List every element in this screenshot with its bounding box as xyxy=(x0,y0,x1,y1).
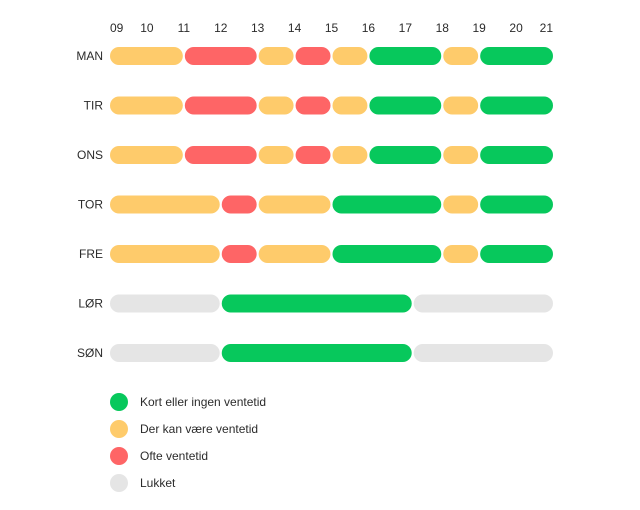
time-segment-maybe xyxy=(443,195,479,214)
hour-tick-label: 10 xyxy=(140,21,154,35)
time-segment-maybe xyxy=(258,47,294,65)
hour-tick-label: 19 xyxy=(472,21,486,35)
legend-swatch xyxy=(110,419,128,438)
hour-tick-label: 12 xyxy=(214,21,228,35)
day-rows: MAN TIR ONS TOR FRE LØR SØN xyxy=(76,47,553,362)
time-segment-short xyxy=(332,245,442,263)
time-segment-often xyxy=(295,146,331,164)
time-segment-short xyxy=(480,47,553,65)
legend-item-closed: Lukket xyxy=(110,469,266,496)
time-segment-maybe xyxy=(443,146,479,164)
hour-tick-label: 14 xyxy=(288,21,302,35)
hour-tick-label: 09 xyxy=(110,21,124,35)
time-segment-short xyxy=(369,47,442,65)
legend-label: Lukket xyxy=(140,475,176,490)
time-segment-maybe xyxy=(443,47,479,65)
time-segment-short xyxy=(332,195,442,214)
hour-tick-label: 16 xyxy=(362,21,376,35)
day-label: TOR xyxy=(78,198,103,212)
day-label: LØR xyxy=(78,297,103,311)
time-segment-maybe xyxy=(110,245,220,263)
day-row: ONS xyxy=(77,146,553,164)
time-segment-maybe xyxy=(443,96,479,115)
day-row: SØN xyxy=(77,344,553,362)
day-label: TIR xyxy=(84,99,104,113)
time-segment-maybe xyxy=(332,47,368,65)
time-segment-short xyxy=(369,146,442,164)
time-segment-often xyxy=(295,47,331,65)
time-segment-short xyxy=(221,294,412,313)
legend-label: Der kan være ventetid xyxy=(140,421,259,436)
time-segment-maybe xyxy=(258,245,331,263)
day-row: FRE xyxy=(79,245,553,263)
hour-tick-label: 21 xyxy=(540,21,554,35)
time-segment-often xyxy=(184,146,257,164)
hour-tick-label: 15 xyxy=(325,21,339,35)
time-segment-maybe xyxy=(258,195,331,214)
day-row: TIR xyxy=(84,96,553,115)
time-segment-maybe xyxy=(110,96,183,115)
waiting-time-chart: 09 10 11 12 13 14 15 16 17 18 19 20 21 MAN TIR ONS TOR F… xyxy=(76,21,553,362)
day-row: TOR xyxy=(78,195,553,214)
time-segment-short xyxy=(480,195,553,214)
time-segment-short xyxy=(221,344,412,362)
legend-item-short: Kort eller ingen ventetid xyxy=(110,388,266,415)
time-segment-short xyxy=(369,96,442,115)
time-segment-maybe xyxy=(443,245,479,263)
day-label: SØN xyxy=(77,346,103,360)
hour-tick-label: 18 xyxy=(436,21,450,35)
time-segment-closed xyxy=(413,344,553,362)
day-label: FRE xyxy=(79,247,103,261)
legend-label: Kort eller ingen ventetid xyxy=(140,394,267,409)
time-segment-maybe xyxy=(110,47,183,65)
hour-tick-label: 13 xyxy=(251,21,265,35)
hour-axis: 09 10 11 12 13 14 15 16 17 18 19 20 21 xyxy=(110,21,553,35)
time-segment-often xyxy=(184,96,257,115)
legend-label: Ofte ventetid xyxy=(140,448,209,463)
legend-item-often: Ofte ventetid xyxy=(110,442,266,469)
time-segment-maybe xyxy=(332,96,368,115)
day-row: MAN xyxy=(76,47,553,65)
time-segment-often xyxy=(221,245,257,263)
time-segment-short xyxy=(480,96,553,115)
legend-swatch xyxy=(110,392,128,411)
legend-swatch xyxy=(110,473,128,492)
legend: Kort eller ingen ventetid Der kan være ve… xyxy=(110,388,266,496)
time-segment-short xyxy=(480,146,553,164)
day-label: ONS xyxy=(77,148,103,162)
day-label: MAN xyxy=(76,49,103,63)
time-segment-maybe xyxy=(110,146,183,164)
time-segment-often xyxy=(295,96,331,115)
hour-tick-label: 17 xyxy=(399,21,413,35)
time-segment-maybe xyxy=(332,146,368,164)
time-segment-closed xyxy=(110,344,220,362)
hour-tick-label: 11 xyxy=(178,21,191,35)
hour-tick-label: 20 xyxy=(509,21,523,35)
time-segment-short xyxy=(480,245,553,263)
time-segment-often xyxy=(184,47,257,65)
time-segment-closed xyxy=(110,294,220,313)
time-segment-maybe xyxy=(110,195,220,214)
time-segment-maybe xyxy=(258,146,294,164)
day-row: LØR xyxy=(78,294,553,313)
time-segment-often xyxy=(221,195,257,214)
time-segment-maybe xyxy=(258,96,294,115)
time-segment-closed xyxy=(413,294,553,313)
legend-item-maybe: Der kan være ventetid xyxy=(110,415,266,442)
legend-swatch xyxy=(110,446,128,465)
